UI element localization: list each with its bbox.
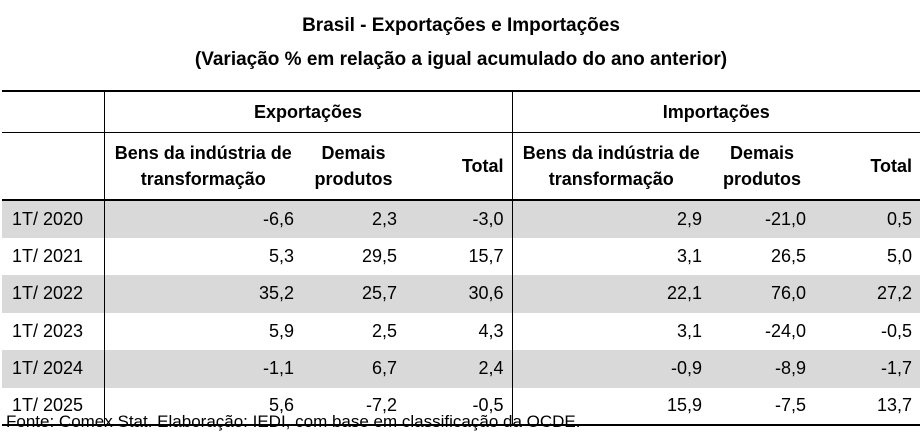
imports-group-header: Importações: [512, 90, 921, 133]
exports-total-header: Total: [405, 132, 513, 201]
exp-total-cell: -0,5: [405, 387, 513, 426]
imp-total-cell: 0,5: [814, 200, 921, 238]
imp-total-cell: 5,0: [887, 245, 913, 266]
imp-other-cell: -21,0: [710, 200, 815, 238]
exp-manuf-cell: 5,9: [268, 320, 294, 341]
exp-total-cell: 4,3: [405, 312, 513, 350]
exp-manuf-cell: -1,1: [104, 350, 302, 388]
exp-other-cell: -7,2: [302, 387, 405, 426]
exports-other-header: Demais produtos: [302, 132, 405, 201]
imp-other-cell: 76,0: [710, 275, 815, 313]
exp-other-cell: 6,7: [302, 350, 405, 388]
table-row: 1T/ 2023 5,9 2,5 4,3 3,1 -24,0 -0,5: [2, 312, 920, 350]
exports-manuf-header: Bens da indústria de transformação: [104, 132, 302, 201]
table-row: 1T/ 2025 5,6 -7,2 -0,5 15,9 -7,5 13,7: [2, 387, 921, 426]
exp-total-cell: 2,4: [405, 350, 513, 388]
imp-total-cell: -1,7: [814, 350, 921, 388]
period-cell: 1T/ 2023: [2, 312, 105, 350]
period-header: [2, 132, 105, 201]
exports-manuf-header-line2: transformação: [140, 169, 266, 189]
corner-cell: [2, 90, 105, 133]
table-row: 1T/ 2024 -1,1 6,7 2,4 -0,9 -8,9 -1,7: [2, 350, 921, 388]
imports-other-header-line2: produtos: [723, 169, 802, 189]
period-cell: 1T/ 2024: [2, 350, 105, 388]
exp-other-cell: 29,5: [361, 245, 397, 266]
imp-manuf-cell: 2,9: [512, 200, 711, 238]
imports-total-header: Total: [814, 132, 921, 201]
imp-other-cell: -8,9: [710, 350, 815, 388]
exports-group-header: Exportações: [104, 90, 513, 133]
exports-other-header-line2: produtos: [314, 169, 393, 189]
imports-manuf-header: Bens da indústria de transformação: [512, 132, 711, 201]
imp-total-cell: -0,5: [881, 320, 913, 341]
exp-total-cell: -3,0: [405, 200, 513, 238]
table-title: Brasil - Exportações e Importações: [302, 15, 620, 36]
imp-manuf-cell: 3,1: [676, 320, 703, 341]
table-row: 1T/ 2022 35,2 25,7 30,6 22,1 76,0 27,2: [2, 275, 921, 313]
exp-other-cell: 2,5: [371, 320, 397, 341]
source-note: Fonte: Comex Stat. Elaboração: IEDI, com…: [6, 412, 581, 431]
imp-total-cell: 13,7: [814, 387, 921, 426]
imports-manuf-header-line1: Bens da indústria de: [522, 143, 700, 163]
table-row: 1T/ 2021 5,3 29,5 15,7 3,1 26,5 5,0: [2, 237, 920, 275]
imp-other-cell: 26,5: [770, 245, 807, 266]
exports-manuf-header-line1: Bens da indústria de: [114, 143, 292, 163]
imp-manuf-cell: 22,1: [512, 275, 711, 313]
imports-other-header: Demais produtos: [710, 132, 815, 201]
trade-table: Exportações Importações Bens da indústri…: [2, 90, 921, 426]
exp-manuf-cell: 35,2: [104, 275, 302, 313]
period-cell: 1T/ 2022: [2, 275, 105, 313]
period-cell: 1T/ 2025: [2, 387, 105, 426]
imp-other-cell: -7,5: [710, 387, 815, 426]
table-row: 1T/ 2020 -6,6 2,3 -3,0 2,9 -21,0 0,5: [2, 200, 921, 238]
period-cell: 1T/ 2020: [2, 200, 105, 238]
imports-manuf-header-line2: transformação: [548, 169, 674, 189]
period-cell: 1T/ 2021: [2, 237, 105, 275]
table-subtitle: (Variação % em relação a igual acumulado…: [194, 49, 728, 70]
imp-manuf-cell: -0,9: [512, 350, 711, 388]
exp-other-cell: 25,7: [302, 275, 405, 313]
exp-other-cell: 2,3: [302, 200, 405, 238]
imp-total-cell: 27,2: [814, 275, 921, 313]
exports-other-header-line1: Demais: [321, 143, 386, 163]
exp-manuf-cell: 5,3: [268, 245, 294, 266]
imports-other-header-line1: Demais: [729, 143, 795, 163]
exp-total-cell: 30,6: [405, 275, 513, 313]
exp-manuf-cell: 5,6: [104, 387, 302, 426]
exp-total-cell: 15,7: [405, 237, 513, 275]
imp-manuf-cell: 15,9: [512, 387, 711, 426]
imp-other-cell: -24,0: [764, 320, 807, 341]
exp-manuf-cell: -6,6: [104, 200, 302, 238]
imp-manuf-cell: 3,1: [676, 245, 703, 266]
